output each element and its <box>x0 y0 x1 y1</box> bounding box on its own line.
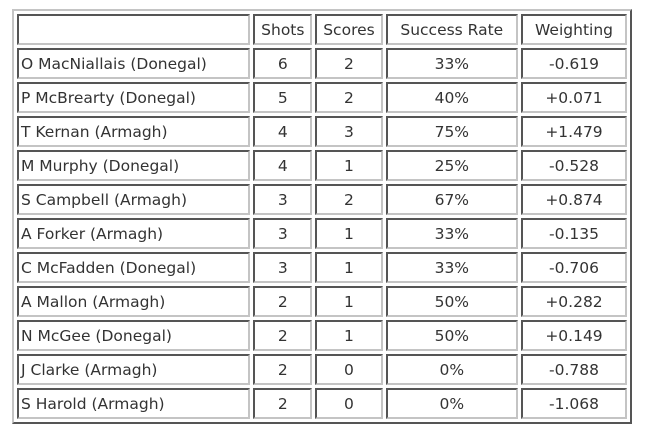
player-name-cell: C McFadden (Donegal) <box>17 252 251 283</box>
player-name-cell: S Campbell (Armagh) <box>17 184 251 215</box>
success-rate-cell: 50% <box>385 320 519 351</box>
player-name-cell: S Harold (Armagh) <box>17 388 251 419</box>
table-row: N McGee (Donegal) 2 1 50% +0.149 <box>17 320 627 351</box>
scores-cell: 2 <box>315 48 383 79</box>
success-rate-cell: 33% <box>385 48 519 79</box>
scores-cell: 0 <box>315 388 383 419</box>
table-header-row: Shots Scores Success Rate Weighting <box>17 14 627 45</box>
weighting-cell: +1.479 <box>521 116 627 147</box>
weighting-cell: -0.619 <box>521 48 627 79</box>
success-rate-cell: 0% <box>385 354 519 385</box>
shots-cell: 3 <box>253 218 313 249</box>
table-row: C McFadden (Donegal) 3 1 33% -0.706 <box>17 252 627 283</box>
player-name-cell: J Clarke (Armagh) <box>17 354 251 385</box>
header-scores: Scores <box>315 14 383 45</box>
scores-cell: 1 <box>315 286 383 317</box>
scores-cell: 3 <box>315 116 383 147</box>
weighting-cell: +0.282 <box>521 286 627 317</box>
scores-cell: 1 <box>315 252 383 283</box>
shots-cell: 3 <box>253 252 313 283</box>
success-rate-cell: 50% <box>385 286 519 317</box>
header-success-rate: Success Rate <box>385 14 519 45</box>
scores-cell: 1 <box>315 150 383 181</box>
player-name-cell: A Forker (Armagh) <box>17 218 251 249</box>
table-row: T Kernan (Armagh) 4 3 75% +1.479 <box>17 116 627 147</box>
shots-cell: 5 <box>253 82 313 113</box>
weighting-cell: -0.706 <box>521 252 627 283</box>
weighting-cell: -0.528 <box>521 150 627 181</box>
shots-cell: 4 <box>253 116 313 147</box>
shots-cell: 3 <box>253 184 313 215</box>
table-row: A Mallon (Armagh) 2 1 50% +0.282 <box>17 286 627 317</box>
shots-cell: 4 <box>253 150 313 181</box>
success-rate-cell: 75% <box>385 116 519 147</box>
scores-cell: 2 <box>315 184 383 215</box>
scores-cell: 1 <box>315 320 383 351</box>
player-name-cell: M Murphy (Donegal) <box>17 150 251 181</box>
table-row: S Harold (Armagh) 2 0 0% -1.068 <box>17 388 627 419</box>
shooting-stats-table: Shots Scores Success Rate Weighting O Ma… <box>12 9 632 424</box>
success-rate-cell: 33% <box>385 252 519 283</box>
player-name-cell: N McGee (Donegal) <box>17 320 251 351</box>
player-name-cell: P McBrearty (Donegal) <box>17 82 251 113</box>
player-name-cell: T Kernan (Armagh) <box>17 116 251 147</box>
shots-cell: 2 <box>253 286 313 317</box>
success-rate-cell: 0% <box>385 388 519 419</box>
table-row: S Campbell (Armagh) 3 2 67% +0.874 <box>17 184 627 215</box>
weighting-cell: -1.068 <box>521 388 627 419</box>
shots-cell: 6 <box>253 48 313 79</box>
success-rate-cell: 67% <box>385 184 519 215</box>
table-row: A Forker (Armagh) 3 1 33% -0.135 <box>17 218 627 249</box>
shots-cell: 2 <box>253 388 313 419</box>
header-player <box>17 14 251 45</box>
weighting-cell: +0.874 <box>521 184 627 215</box>
header-weighting: Weighting <box>521 14 627 45</box>
header-shots: Shots <box>253 14 313 45</box>
scores-cell: 1 <box>315 218 383 249</box>
weighting-cell: +0.071 <box>521 82 627 113</box>
weighting-cell: +0.149 <box>521 320 627 351</box>
table-row: J Clarke (Armagh) 2 0 0% -0.788 <box>17 354 627 385</box>
table-row: M Murphy (Donegal) 4 1 25% -0.528 <box>17 150 627 181</box>
player-name-cell: O MacNiallais (Donegal) <box>17 48 251 79</box>
shots-cell: 2 <box>253 354 313 385</box>
scores-cell: 2 <box>315 82 383 113</box>
success-rate-cell: 25% <box>385 150 519 181</box>
scores-cell: 0 <box>315 354 383 385</box>
table-row: P McBrearty (Donegal) 5 2 40% +0.071 <box>17 82 627 113</box>
weighting-cell: -0.135 <box>521 218 627 249</box>
player-name-cell: A Mallon (Armagh) <box>17 286 251 317</box>
shots-cell: 2 <box>253 320 313 351</box>
table-row: O MacNiallais (Donegal) 6 2 33% -0.619 <box>17 48 627 79</box>
weighting-cell: -0.788 <box>521 354 627 385</box>
table-body: O MacNiallais (Donegal) 6 2 33% -0.619 P McBr… <box>17 48 627 419</box>
success-rate-cell: 33% <box>385 218 519 249</box>
success-rate-cell: 40% <box>385 82 519 113</box>
